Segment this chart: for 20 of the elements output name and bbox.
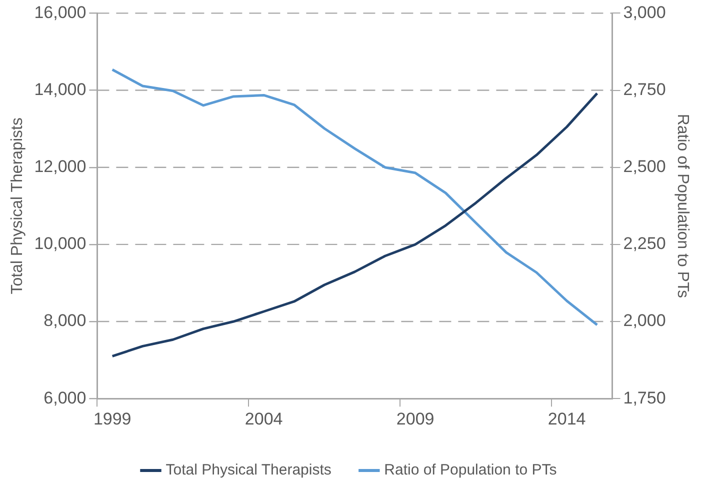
y2-tick-label: 3,000: [623, 2, 666, 22]
y2-tick-label: 2,750: [623, 80, 666, 99]
y2-tick-label: 2,250: [623, 234, 666, 254]
y-tick-label: 8,000: [44, 311, 86, 330]
y2-axis-title: Ratio of Population to PTs: [674, 114, 691, 298]
y-tick-label: 16,000: [34, 2, 86, 22]
x-tick-label: 2014: [548, 409, 586, 428]
y-tick-label: 10,000: [34, 234, 86, 254]
x-tick-label: 2009: [396, 409, 434, 428]
legend-label: Total Physical Therapists: [166, 462, 332, 479]
x-tick-label: 1999: [93, 409, 132, 428]
y2-tick-label: 2,500: [623, 157, 666, 176]
y2-tick-label: 2,000: [623, 311, 666, 330]
y-axis-title: Total Physical Therapists: [9, 118, 26, 294]
x-tick-label: 2004: [244, 409, 283, 428]
y-tick-label: 14,000: [34, 80, 86, 99]
y2-tick-label: 1,750: [623, 388, 666, 408]
legend-label: Ratio of Population to PTs: [384, 462, 557, 479]
y-tick-label: 6,000: [44, 388, 86, 408]
y-tick-label: 12,000: [34, 157, 86, 176]
